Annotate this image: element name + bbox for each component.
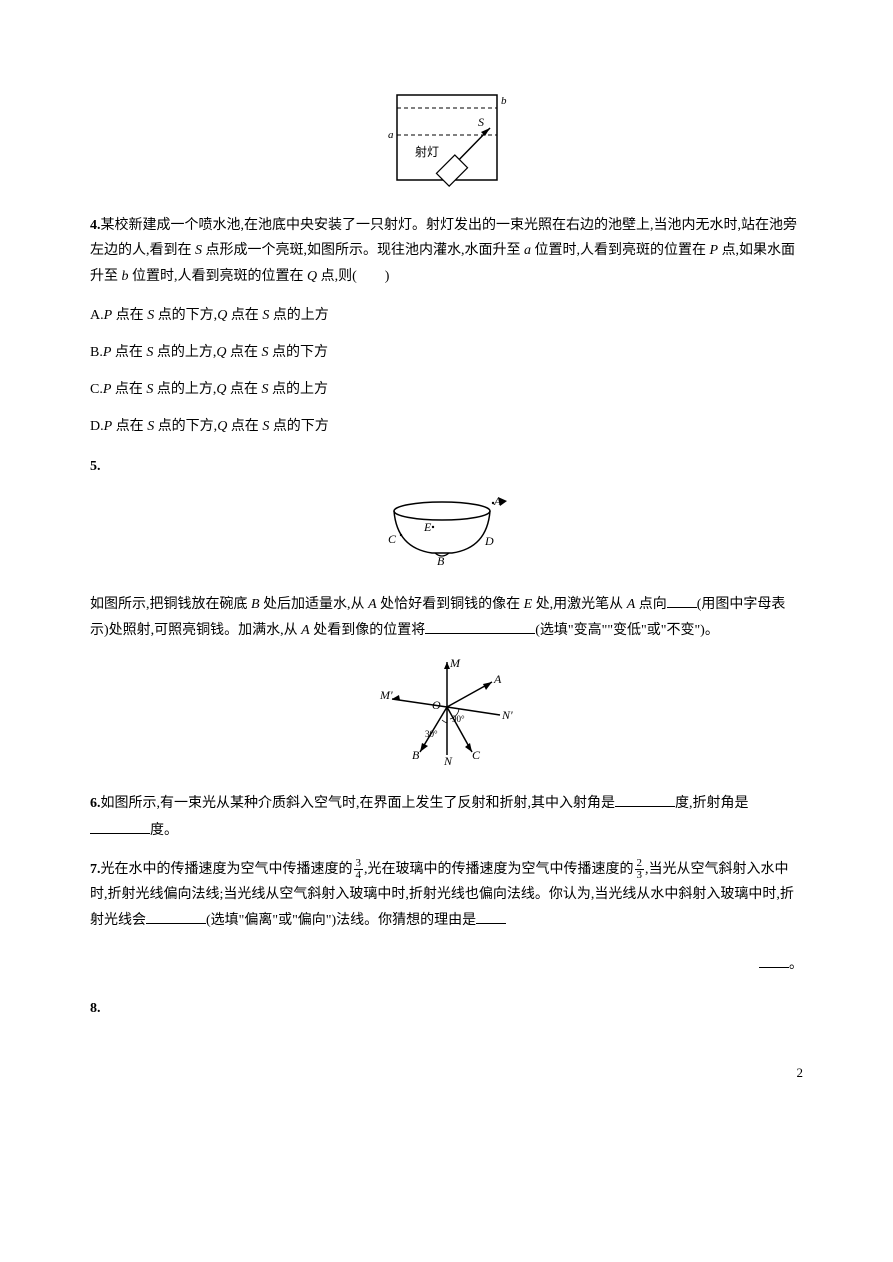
page-number: 2 (90, 1061, 803, 1084)
svg-text:C: C (472, 748, 481, 762)
svg-text:M: M (449, 657, 461, 670)
label-S: S (478, 115, 484, 129)
question-5: 如图所示,把铜钱放在碗底 B 处后加适量水,从 A 处恰好看到铜钱的像在 E 处… (90, 591, 803, 643)
question-7: 7.光在水中的传播速度为空气中传播速度的34,光在玻璃中的传播速度为空气中传播速… (90, 857, 803, 934)
svg-text:30°: 30° (425, 729, 438, 739)
question-8: 8. (90, 996, 803, 1021)
svg-text:E: E (423, 520, 432, 534)
label-a: a (388, 129, 394, 141)
option-c: C.P 点在 S 点的上方,Q 点在 S 点的上方 (90, 377, 803, 402)
svg-text:N: N (443, 754, 453, 767)
svg-text:M': M' (379, 688, 393, 702)
trailing-degree: 。 (90, 951, 803, 977)
fraction-2-3: 23 (635, 858, 645, 881)
blank-5-2 (425, 617, 535, 634)
question-4: 4.某校新建成一个喷水池,在池底中央安装了一只射灯。射灯发出的一束光照在右边的池… (90, 213, 803, 289)
svg-text:C: C (388, 532, 397, 546)
blank-7-1 (146, 907, 206, 924)
svg-text:90°: 90° (452, 714, 465, 724)
blank-6-2 (90, 817, 150, 834)
question-5-number: 5. (90, 454, 803, 479)
blank-5-1 (667, 591, 697, 608)
figure-pool: b a S 射灯 (90, 90, 803, 199)
q4-number: 4. (90, 218, 101, 233)
blank-6-1 (615, 790, 675, 807)
blank-7-2 (476, 907, 506, 924)
svg-text:B: B (437, 554, 445, 568)
option-a: A.P 点在 S 点的下方,Q 点在 S 点的上方 (90, 303, 803, 328)
label-b: b (501, 95, 507, 107)
label-shedeng: 射灯 (415, 144, 439, 159)
svg-text:D: D (484, 534, 494, 548)
svg-text:B: B (412, 748, 420, 762)
svg-text:N': N' (501, 708, 513, 722)
svg-text:O: O (432, 698, 441, 712)
question-6: 6.如图所示,有一束光从某种介质斜入空气时,在界面上发生了反射和折射,其中入射角… (90, 790, 803, 842)
svg-text:A: A (493, 672, 502, 686)
figure-bowl: E A C D B (90, 493, 803, 577)
figure-rays: M N M' N' A B C O 90° 30° (90, 657, 803, 776)
fraction-3-4: 34 (354, 858, 364, 881)
option-d: D.P 点在 S 点的下方,Q 点在 S 点的下方 (90, 414, 803, 439)
option-b: B.P 点在 S 点的上方,Q 点在 S 点的下方 (90, 340, 803, 365)
